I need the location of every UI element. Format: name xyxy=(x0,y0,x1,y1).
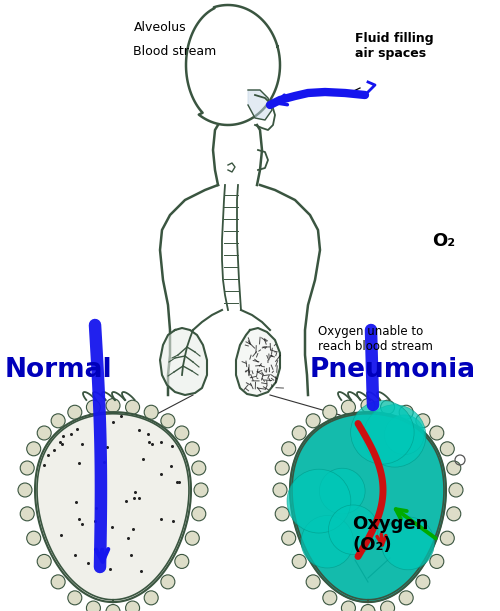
Circle shape xyxy=(440,442,454,456)
Circle shape xyxy=(144,405,158,419)
Text: Fluid filling
air spaces: Fluid filling air spaces xyxy=(355,32,434,60)
Circle shape xyxy=(292,554,306,568)
Circle shape xyxy=(440,531,454,545)
Circle shape xyxy=(192,507,206,521)
Circle shape xyxy=(86,400,101,414)
Circle shape xyxy=(292,426,306,440)
Circle shape xyxy=(144,591,158,605)
Text: Oxygen unable to
reach blood stream: Oxygen unable to reach blood stream xyxy=(318,325,432,353)
Polygon shape xyxy=(248,90,272,120)
Circle shape xyxy=(350,401,414,464)
Circle shape xyxy=(447,507,461,521)
Circle shape xyxy=(361,604,375,611)
Circle shape xyxy=(342,601,355,611)
Circle shape xyxy=(126,601,140,611)
Circle shape xyxy=(430,554,444,568)
Text: Pneumonia: Pneumonia xyxy=(310,357,476,382)
Circle shape xyxy=(51,575,65,589)
Circle shape xyxy=(449,483,463,497)
Circle shape xyxy=(416,575,430,589)
Circle shape xyxy=(20,461,34,475)
Circle shape xyxy=(384,415,424,455)
Circle shape xyxy=(364,404,426,467)
Circle shape xyxy=(382,517,434,570)
Circle shape xyxy=(320,468,365,514)
Circle shape xyxy=(306,575,320,589)
Circle shape xyxy=(275,461,289,475)
Circle shape xyxy=(126,400,140,414)
Circle shape xyxy=(301,516,354,568)
Circle shape xyxy=(20,507,34,521)
Circle shape xyxy=(342,400,355,414)
Circle shape xyxy=(37,554,51,568)
Circle shape xyxy=(287,469,351,533)
Text: Normal: Normal xyxy=(5,357,112,382)
Polygon shape xyxy=(160,328,207,395)
Circle shape xyxy=(175,426,189,440)
Circle shape xyxy=(275,507,289,521)
Circle shape xyxy=(194,483,208,497)
Text: Blood stream: Blood stream xyxy=(134,45,216,59)
Circle shape xyxy=(68,405,82,419)
Text: Oxygen
(O₂): Oxygen (O₂) xyxy=(352,515,429,554)
Circle shape xyxy=(106,398,120,412)
Polygon shape xyxy=(35,412,191,602)
Circle shape xyxy=(175,554,189,568)
Circle shape xyxy=(161,414,175,428)
Circle shape xyxy=(18,483,32,497)
Circle shape xyxy=(51,414,65,428)
Circle shape xyxy=(380,400,394,414)
Circle shape xyxy=(328,505,378,554)
Circle shape xyxy=(273,483,287,497)
Circle shape xyxy=(361,398,375,412)
Circle shape xyxy=(26,531,40,545)
Polygon shape xyxy=(236,328,280,396)
Circle shape xyxy=(399,405,413,419)
Text: O₂: O₂ xyxy=(432,232,456,251)
Circle shape xyxy=(399,591,413,605)
Circle shape xyxy=(192,461,206,475)
Circle shape xyxy=(323,405,337,419)
Circle shape xyxy=(26,442,40,456)
Circle shape xyxy=(430,426,444,440)
Circle shape xyxy=(37,426,51,440)
Circle shape xyxy=(282,442,296,456)
Circle shape xyxy=(106,604,120,611)
Circle shape xyxy=(282,531,296,545)
Circle shape xyxy=(161,575,175,589)
Circle shape xyxy=(416,414,430,428)
Circle shape xyxy=(323,591,337,605)
Polygon shape xyxy=(290,412,446,602)
Circle shape xyxy=(306,414,320,428)
Circle shape xyxy=(86,601,101,611)
Circle shape xyxy=(186,442,200,456)
Circle shape xyxy=(380,601,394,611)
Circle shape xyxy=(68,591,82,605)
Circle shape xyxy=(186,531,200,545)
Circle shape xyxy=(447,461,461,475)
Text: Alveolus: Alveolus xyxy=(134,21,186,34)
